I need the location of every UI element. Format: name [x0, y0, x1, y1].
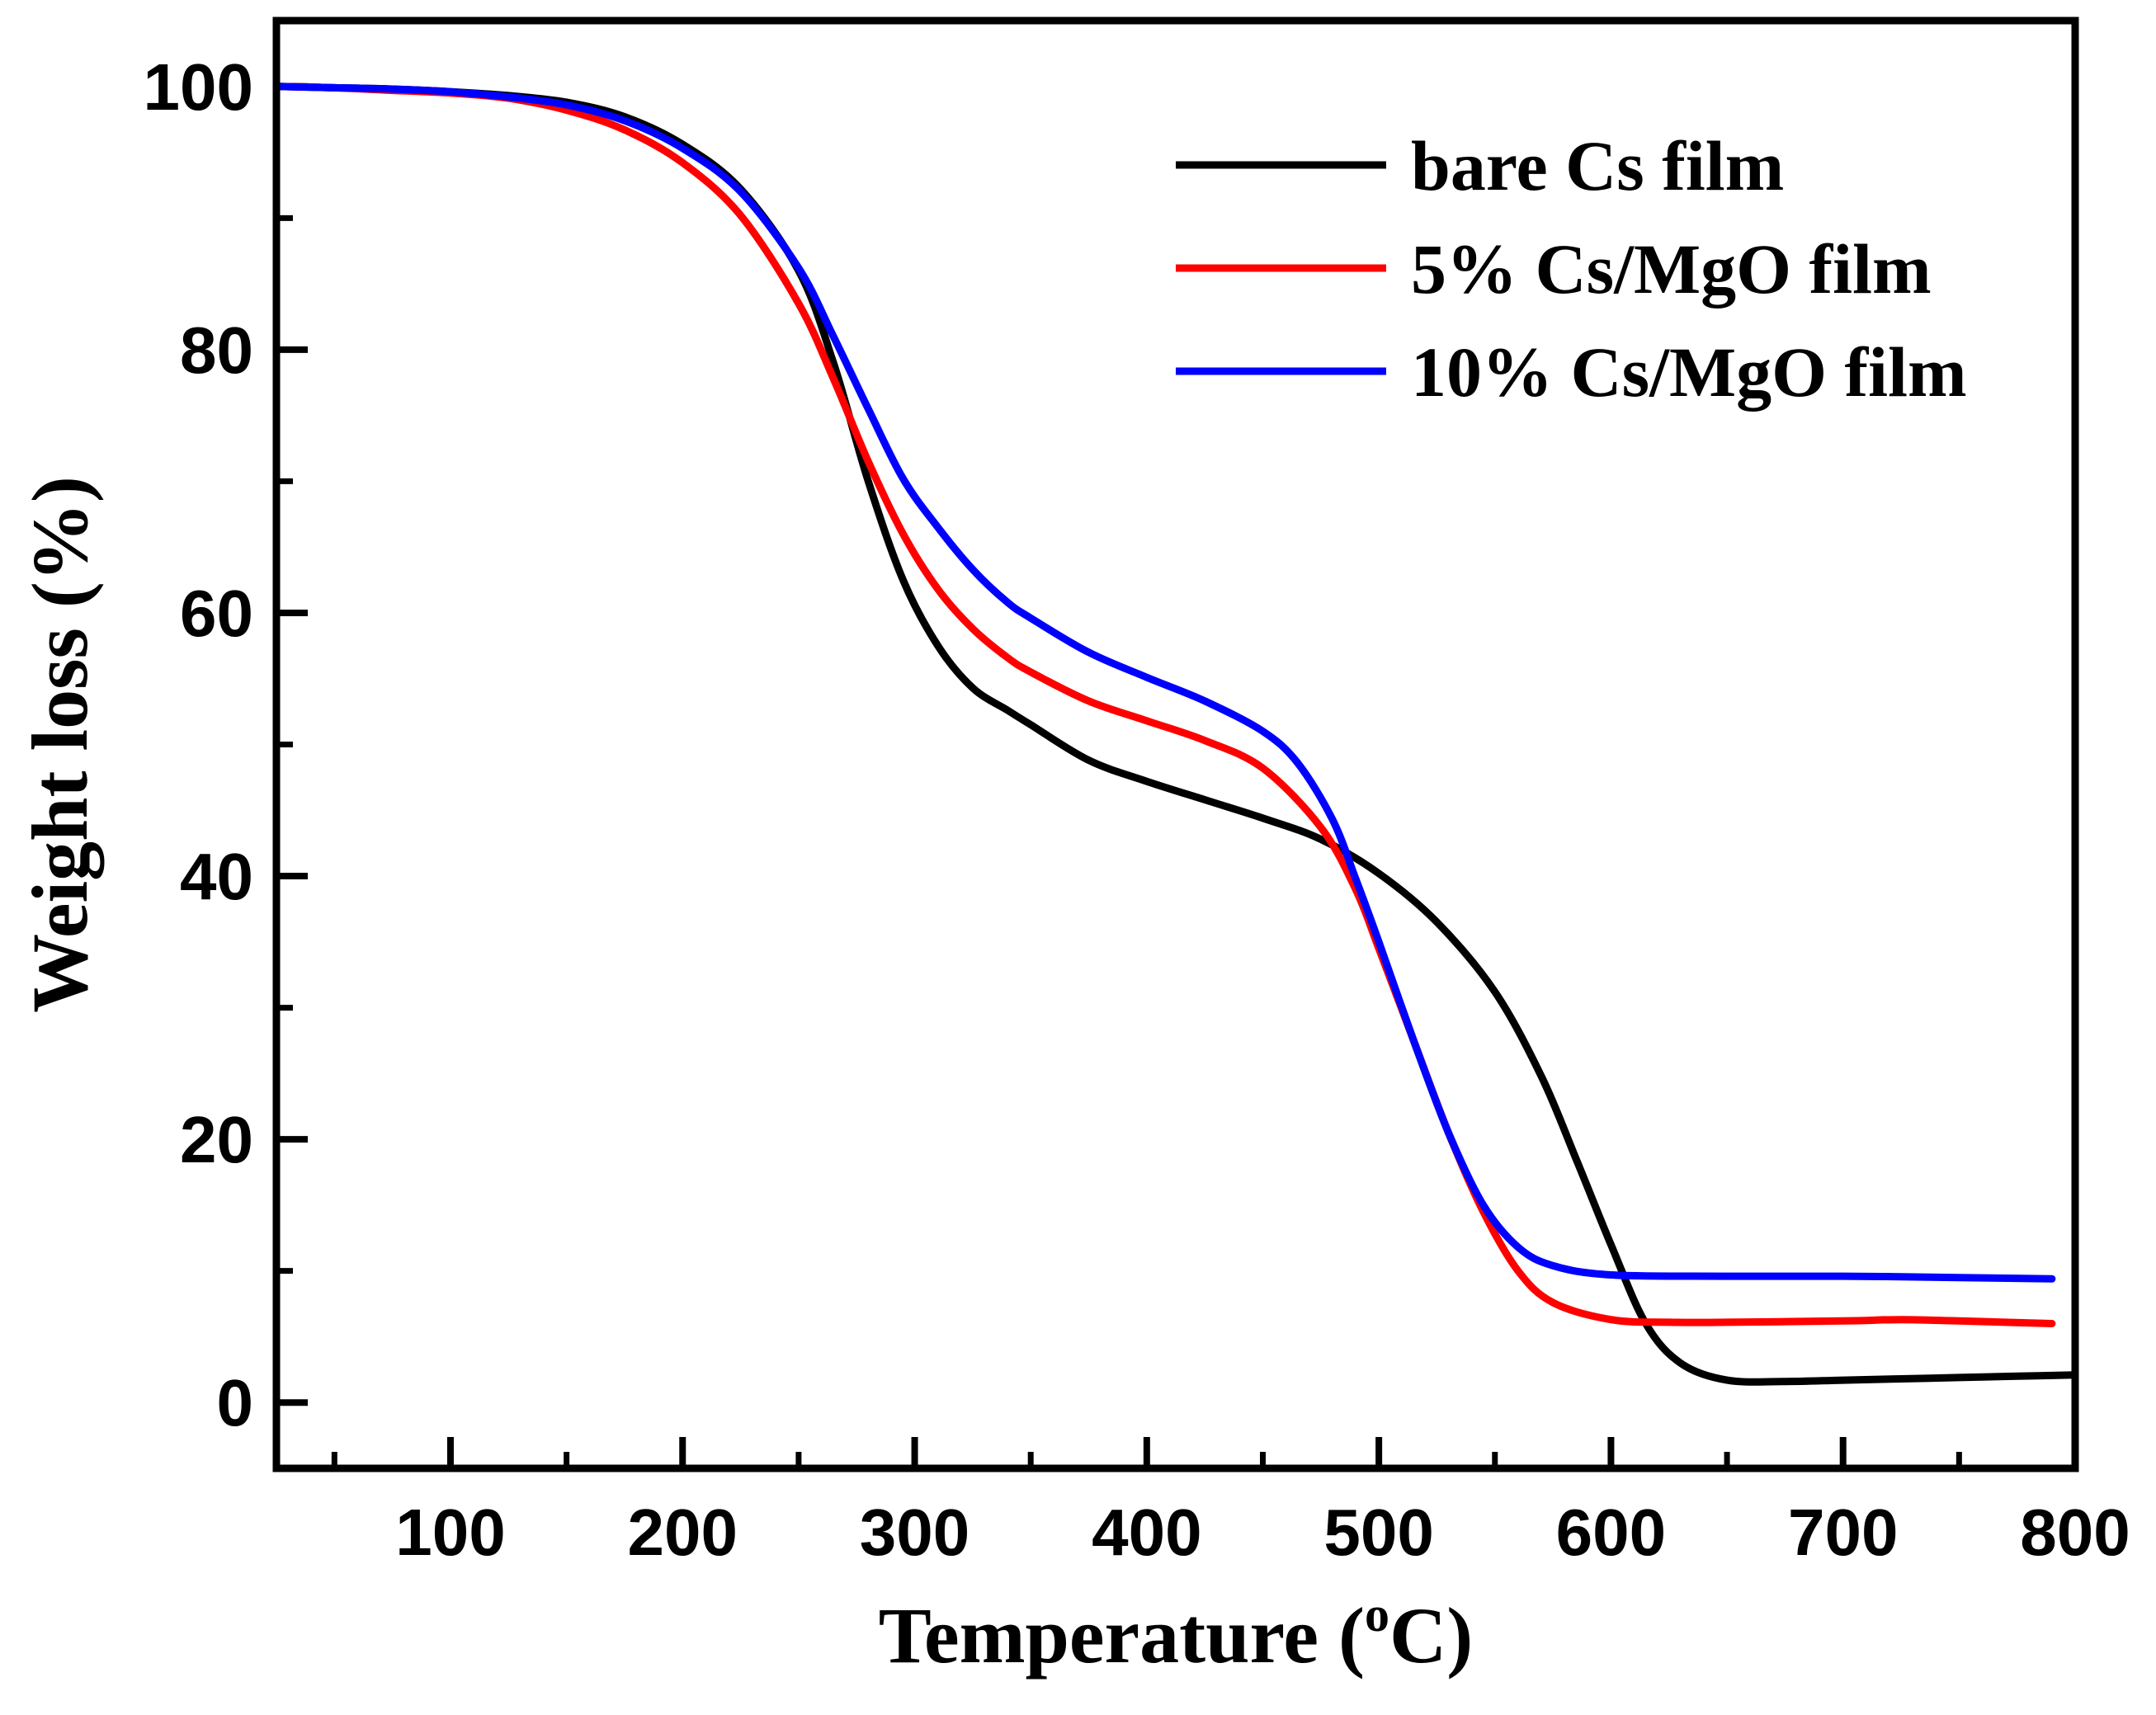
x-tick-label: 400 [1092, 1496, 1201, 1569]
x-tick-label: 500 [1323, 1496, 1433, 1569]
y-tick-label: 20 [180, 1103, 253, 1176]
y-tick-label: 60 [180, 577, 253, 650]
y-tick-labels: 0 20 40 60 80 100 [144, 50, 253, 1439]
y-axis-title: Weight loss (%) [16, 476, 104, 1013]
y-tick-label: 40 [180, 840, 253, 913]
x-tick-label: 600 [1556, 1496, 1666, 1569]
series-line-2 [272, 82, 2056, 1327]
legend-label-2: 5% Cs/MgO film [1411, 229, 1932, 309]
series-line-1 [272, 82, 2079, 1386]
x-tick-label: 700 [1788, 1496, 1898, 1569]
legend: bare Cs film 5% Cs/MgO film 10% Cs/MgO fil… [1176, 126, 1967, 412]
series-line-3 [272, 82, 2056, 1283]
x-tick-label: 800 [2020, 1496, 2130, 1569]
x-tick-label: 300 [860, 1496, 969, 1569]
y-tick-label: 80 [180, 313, 253, 387]
series-lines [272, 82, 2079, 1386]
x-tick-labels: 100 200 300 400 500 600 700 800 [395, 1496, 2130, 1569]
x-tick-label: 200 [628, 1496, 738, 1569]
y-tick-label: 100 [144, 50, 253, 124]
plot-frame [272, 16, 2079, 1472]
legend-label-3: 10% Cs/MgO film [1411, 332, 1967, 412]
legend-label-1: bare Cs film [1411, 126, 1784, 205]
y-tick-label: 0 [217, 1366, 254, 1439]
x-tick-label: 100 [395, 1496, 505, 1569]
x-axis-title: Temperature (oC) [879, 1587, 1474, 1680]
